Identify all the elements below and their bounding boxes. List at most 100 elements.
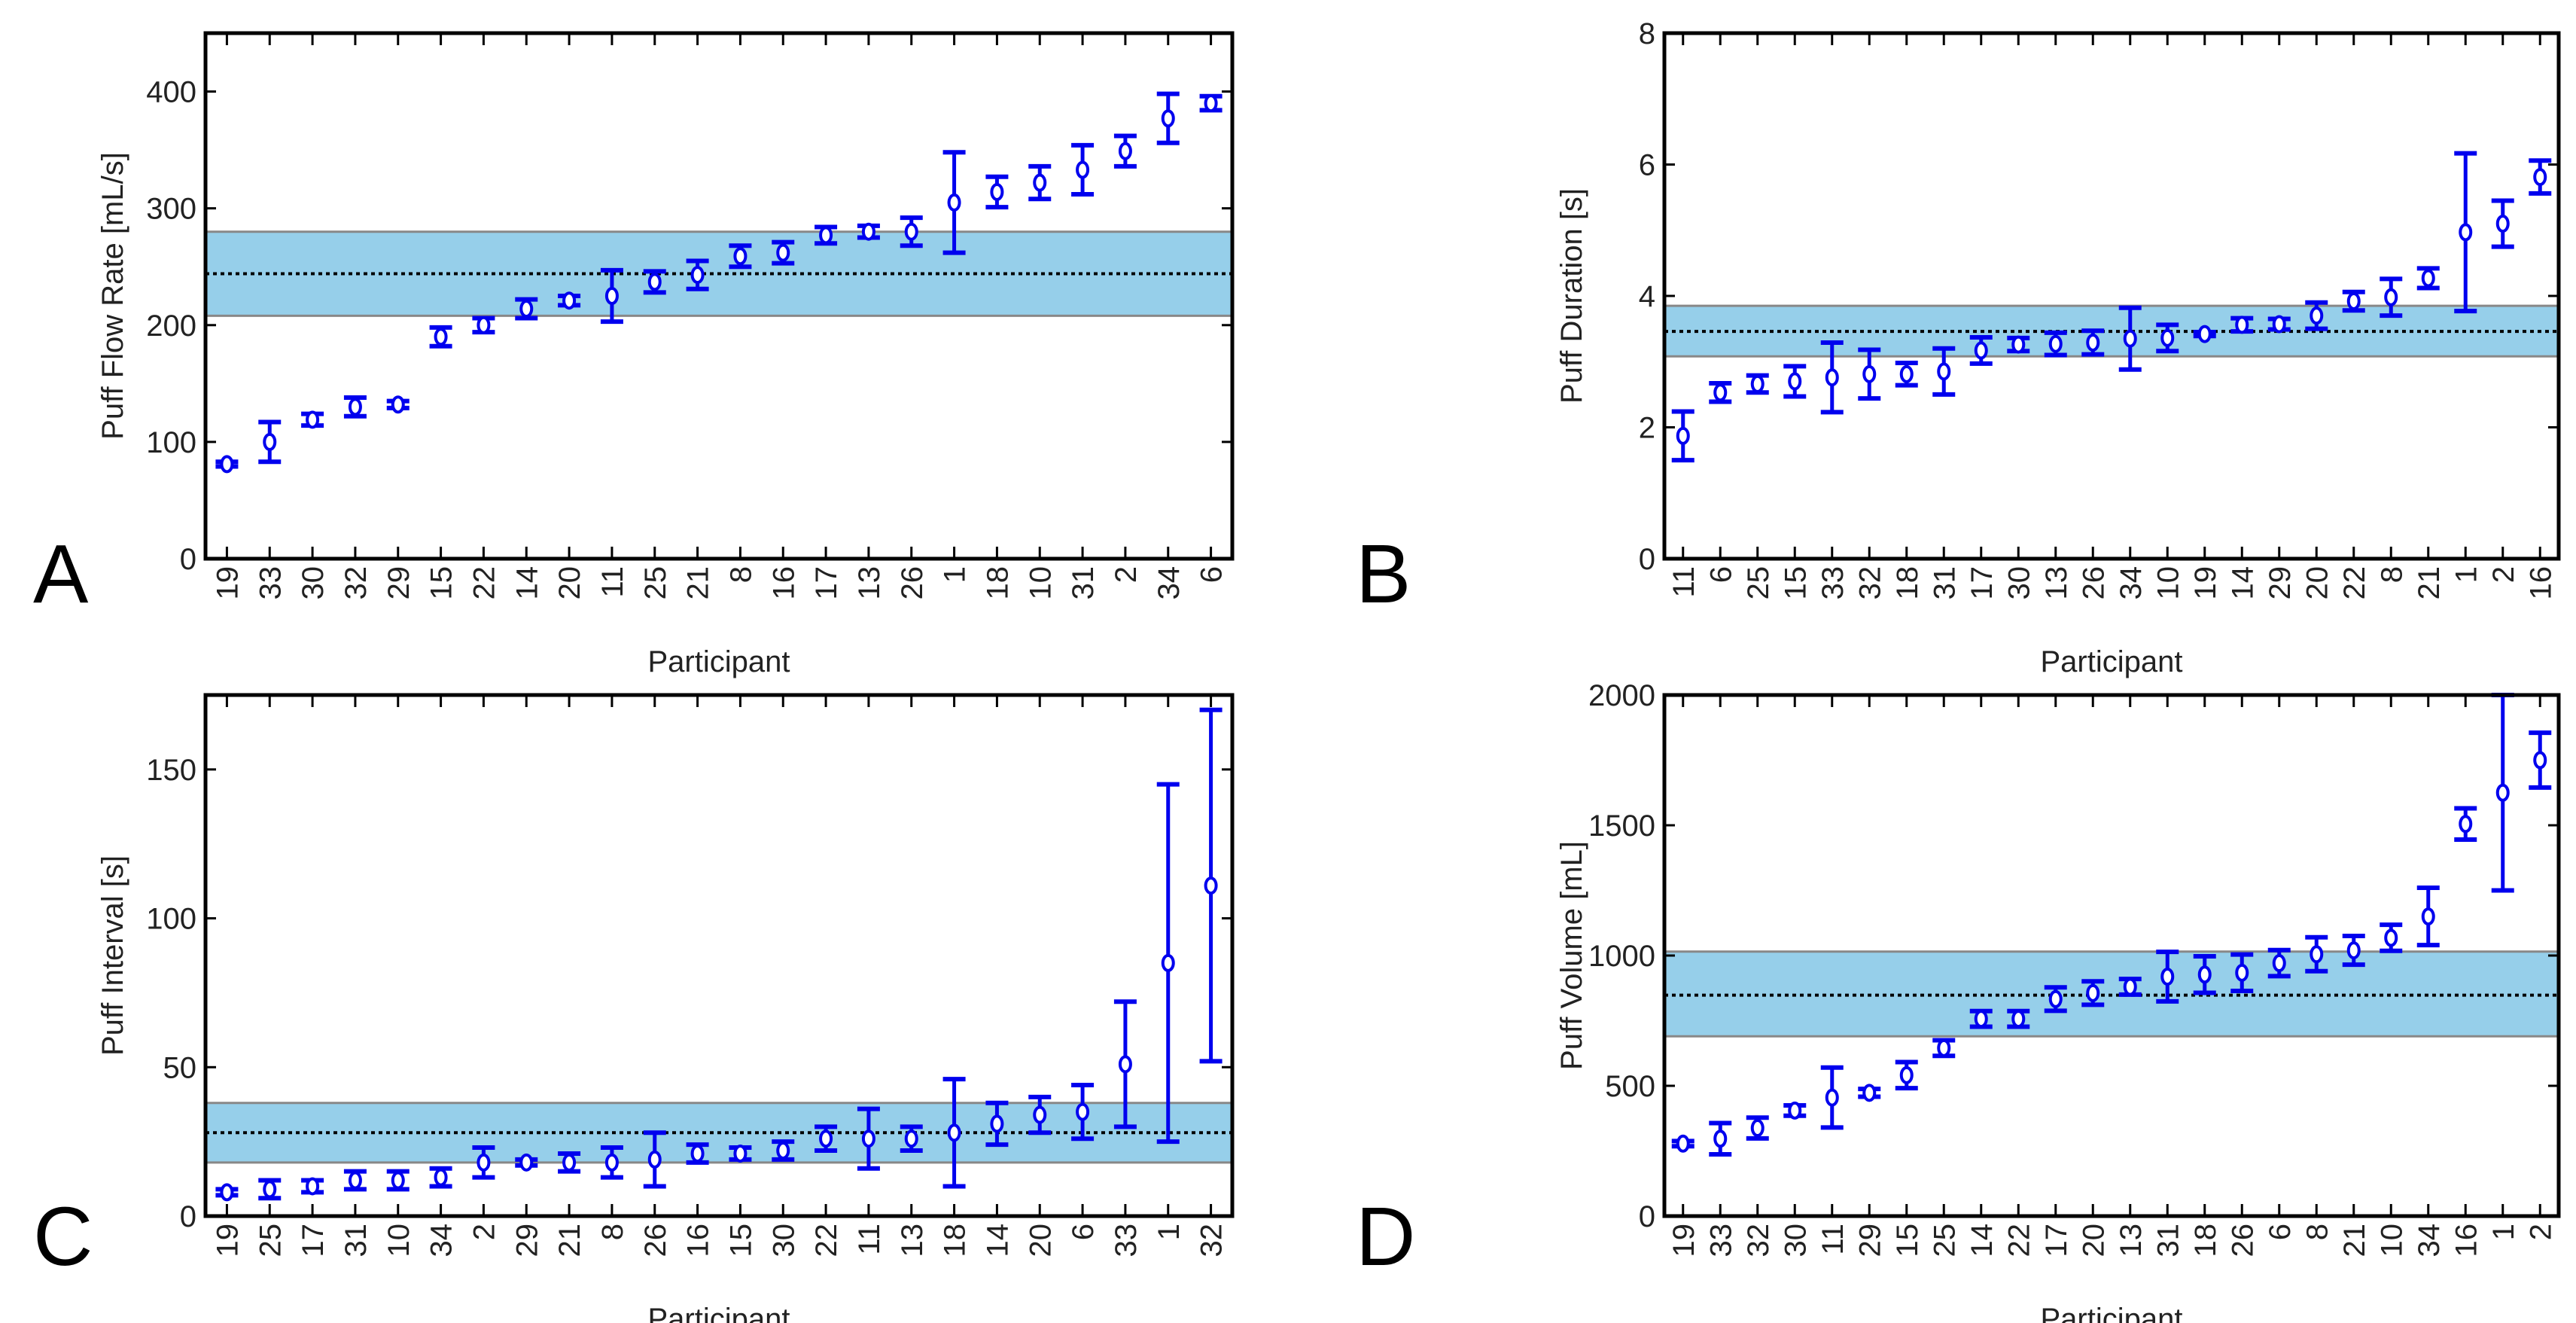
error-bar-33 bbox=[1820, 340, 1844, 415]
error-bar-17 bbox=[815, 224, 838, 246]
data-point bbox=[733, 247, 748, 266]
panel-letter: C bbox=[33, 1190, 93, 1283]
y-tick-label: 2 bbox=[1639, 412, 1655, 445]
x-tick-label: 19 bbox=[211, 566, 244, 600]
error-bar-34 bbox=[1156, 91, 1180, 145]
error-bar-6 bbox=[1071, 1083, 1095, 1142]
data-point bbox=[1118, 1055, 1132, 1074]
x-tick-label: 17 bbox=[1965, 566, 1999, 600]
data-point bbox=[2384, 288, 2398, 306]
plot-frame bbox=[203, 693, 1235, 1218]
x-tick-label: 31 bbox=[1067, 566, 1100, 600]
x-tick-label: 25 bbox=[1742, 566, 1775, 600]
data-point bbox=[690, 266, 705, 285]
x-tick-label: 11 bbox=[596, 566, 629, 598]
x-tick-label: 15 bbox=[425, 566, 458, 600]
data-point bbox=[990, 1114, 1004, 1133]
error-bar-1 bbox=[2454, 151, 2477, 314]
error-bar-14 bbox=[2230, 316, 2254, 334]
data-point bbox=[2048, 989, 2063, 1008]
plot-frame bbox=[203, 31, 1235, 561]
data-point bbox=[1204, 94, 1218, 113]
x-tick-label: 15 bbox=[1779, 566, 1812, 600]
y-tick-label: 150 bbox=[146, 754, 196, 787]
x-tick-label: 13 bbox=[896, 1224, 929, 1257]
y-axis-label: Puff Flow Rate [mL/s] bbox=[96, 152, 129, 440]
x-tick-label: 32 bbox=[1742, 1224, 1775, 1257]
data-point bbox=[2011, 335, 2026, 354]
data-point bbox=[1033, 1105, 1047, 1124]
error-bar-11 bbox=[600, 267, 623, 325]
error-bar-32 bbox=[1746, 1115, 1769, 1141]
data-point bbox=[1937, 362, 1951, 381]
data-point bbox=[1750, 374, 1765, 393]
error-bar-31 bbox=[1071, 142, 1095, 197]
x-tick-label: 33 bbox=[1110, 1224, 1143, 1257]
x-tick-label: 34 bbox=[2413, 1224, 2446, 1257]
x-tick-label: 20 bbox=[2077, 1224, 2110, 1257]
error-bar-21 bbox=[686, 258, 709, 291]
x-tick-label: 29 bbox=[2264, 566, 2297, 600]
error-bar-19 bbox=[215, 1183, 239, 1202]
plot-frame bbox=[1662, 693, 2561, 1218]
x-tick-label: 22 bbox=[467, 566, 501, 600]
x-tick-label: 20 bbox=[2300, 566, 2334, 600]
data-point bbox=[220, 455, 234, 474]
error-bar-13 bbox=[900, 1124, 923, 1154]
x-axis-label: Participant bbox=[2041, 1303, 2183, 1323]
data-point bbox=[1937, 1038, 1951, 1057]
data-point bbox=[2459, 815, 2473, 834]
data-point bbox=[2384, 928, 2398, 947]
x-tick-label: 6 bbox=[1195, 566, 1229, 583]
y-axis-label: Puff Volume [mL] bbox=[1555, 841, 1588, 1070]
x-tick-label: 16 bbox=[767, 566, 800, 600]
x-tick-label: 26 bbox=[2226, 1224, 2259, 1257]
x-tick-label: 31 bbox=[1928, 566, 1961, 600]
x-tick-label: 8 bbox=[2300, 1224, 2334, 1240]
x-tick-label: 1 bbox=[2450, 566, 2483, 583]
x-axis-label: Participant bbox=[2041, 645, 2183, 678]
data-point bbox=[2011, 1010, 2026, 1029]
error-bar-13 bbox=[2044, 330, 2067, 358]
x-tick-label: 30 bbox=[297, 566, 330, 600]
error-bar-1 bbox=[942, 150, 966, 255]
error-bar-8 bbox=[2305, 934, 2328, 974]
x-tick-label: 22 bbox=[2002, 1224, 2036, 1257]
error-bar-33 bbox=[258, 419, 282, 465]
data-point bbox=[1974, 341, 1988, 360]
error-bar-21 bbox=[2416, 266, 2440, 291]
x-tick-label: 33 bbox=[254, 566, 287, 600]
data-point bbox=[2086, 333, 2100, 352]
y-tick-label: 400 bbox=[146, 76, 196, 109]
error-bar-17 bbox=[1969, 334, 1993, 366]
error-bar-17 bbox=[301, 1177, 324, 1196]
error-bar-21 bbox=[2342, 934, 2365, 968]
data-point bbox=[2048, 334, 2063, 353]
x-tick-label: 11 bbox=[853, 1224, 886, 1255]
x-tick-label: 34 bbox=[1153, 566, 1186, 600]
error-bar-25 bbox=[1932, 1038, 1956, 1059]
data-point bbox=[391, 395, 405, 414]
data-point bbox=[2272, 954, 2286, 973]
data-point bbox=[1750, 1119, 1765, 1138]
x-tick-label: 19 bbox=[1667, 1224, 1701, 1257]
x-tick-label: 34 bbox=[425, 1224, 458, 1257]
x-tick-label: 29 bbox=[510, 1224, 544, 1257]
x-tick-label: 2 bbox=[1110, 566, 1143, 583]
error-bar-34 bbox=[2416, 886, 2440, 948]
error-bar-20 bbox=[2305, 300, 2328, 331]
data-point bbox=[477, 1153, 491, 1172]
x-axis-label: Participant bbox=[648, 645, 790, 678]
data-point bbox=[1825, 368, 1839, 387]
x-tick-label: 11 bbox=[1667, 566, 1701, 598]
x-tick-label: 22 bbox=[810, 1224, 843, 1257]
x-tick-label: 10 bbox=[2375, 1224, 2408, 1257]
x-tick-label: 19 bbox=[211, 1224, 244, 1257]
data-point bbox=[947, 193, 961, 212]
data-point bbox=[1033, 173, 1047, 192]
x-tick-label: 32 bbox=[1853, 566, 1886, 600]
error-bar-6 bbox=[2267, 947, 2291, 979]
